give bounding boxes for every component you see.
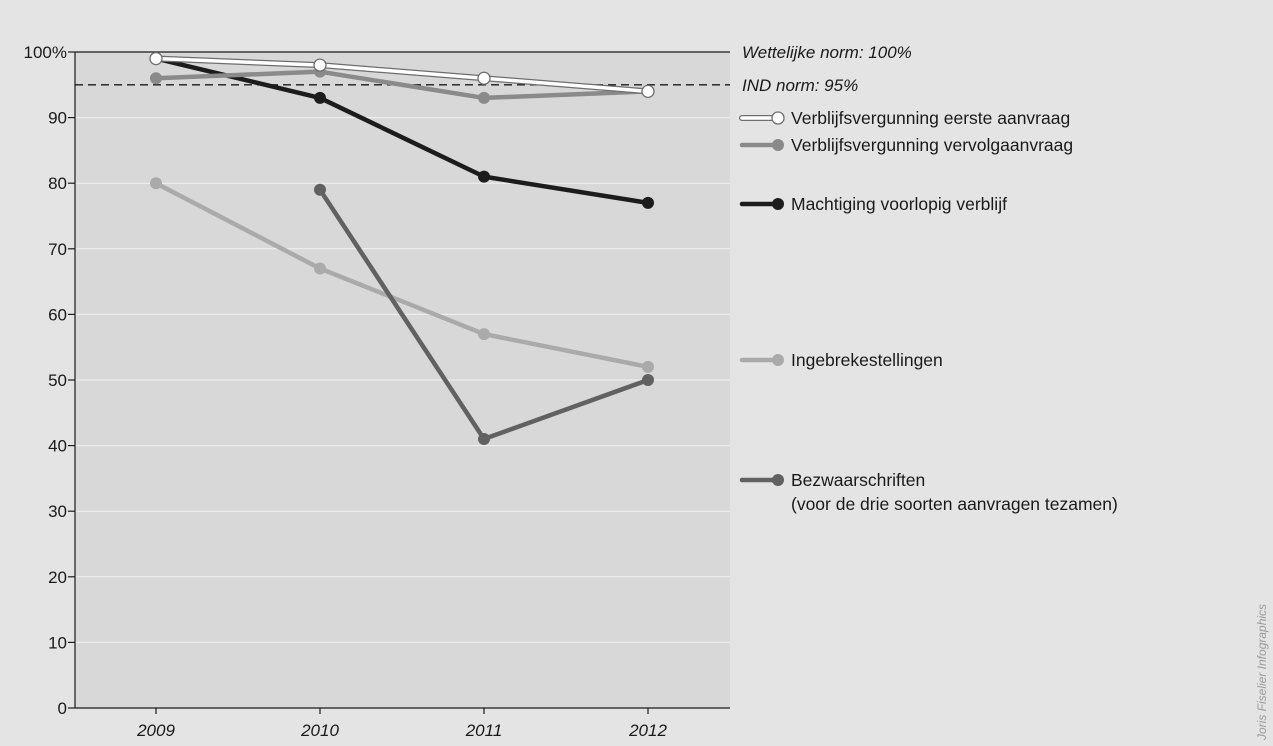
data-point [150,177,162,190]
y-tick-label: 0 [58,699,67,718]
series-line [154,56,650,94]
x-tick-label: 2012 [628,721,667,740]
y-tick-label: 40 [48,437,67,456]
data-point [150,72,162,85]
data-point [478,91,490,104]
y-tick-label: 70 [48,240,67,259]
legend-label: Bezwaarschriften [791,470,925,490]
legend-swatch-point [772,354,784,366]
data-point [478,170,490,183]
series-line [153,69,651,101]
data-point [314,262,326,275]
data-point [642,196,654,209]
x-tick-label: 2010 [300,721,339,740]
legend-swatch-point [772,198,784,210]
y-tick-label: 60 [48,305,67,324]
data-point [314,183,326,196]
x-tick-label: 2011 [465,721,503,740]
data-point [313,58,327,72]
data-point [478,433,490,446]
legend-label: (voor de drie soorten aanvragen tezamen) [791,494,1118,514]
legend-swatch-point [772,139,784,151]
legend-swatch-point [771,111,785,125]
legend-label: Verblijfsvergunning eerste aanvraag [791,108,1070,128]
y-tick-label: 90 [48,109,67,128]
y-tick-label: 50 [48,371,67,390]
y-tick-label: 100% [24,43,67,62]
legend-swatch-point [772,474,784,486]
data-point [641,84,655,99]
x-tick-label: 2009 [136,721,175,740]
y-tick-label: 30 [48,502,67,521]
data-point [477,71,491,85]
y-tick-label: 10 [48,633,67,652]
y-tick-label: 20 [48,568,67,587]
data-point [642,374,654,386]
legend-label: Ingebrekestellingen [791,350,943,370]
data-point [314,91,326,104]
data-point [478,328,490,341]
y-tick-label: 80 [48,174,67,193]
norm-label: IND norm: 95% [742,76,858,95]
series-line [153,56,651,206]
data-point [642,360,654,373]
credit-text: Joris Fiselier Infographics [1255,604,1269,741]
series-line [153,180,651,370]
legend-label: Machtiging voorlopig verblijf [791,194,1007,214]
legend-label: Verblijfsvergunning vervolgaanvraag [791,135,1073,155]
data-point [149,51,163,66]
norm-label: Wettelijke norm: 100% [742,43,912,62]
